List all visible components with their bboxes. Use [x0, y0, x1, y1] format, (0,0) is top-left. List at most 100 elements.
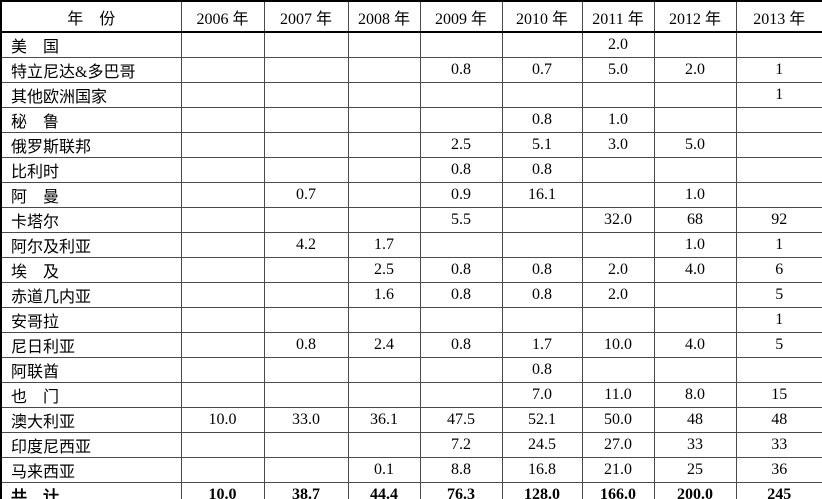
cell-value: 68	[653, 207, 737, 233]
cell-value	[263, 31, 349, 58]
cell-value	[581, 357, 655, 383]
table-row: 印度尼西亚 7.2 24.5 27.0 33 33	[0, 432, 822, 458]
table-row: 赤道几内亚 1.6 0.8 0.8 2.0 5	[0, 282, 822, 308]
cell-value	[581, 157, 655, 183]
cell-value: 0.8	[263, 332, 349, 358]
cell-value: 5.0	[653, 132, 737, 158]
cell-value: 48	[653, 407, 737, 433]
cell-value	[180, 31, 265, 58]
cell-value	[180, 232, 265, 258]
cell-value: 5.1	[501, 132, 583, 158]
cell-value	[180, 457, 265, 483]
cell-value	[347, 57, 421, 83]
cell-value: 200.0	[653, 482, 737, 499]
row-label: 阿尔及利亚	[0, 232, 182, 258]
cell-value	[180, 157, 265, 183]
year-header: 2010 年	[501, 0, 583, 33]
table-row: 阿尔及利亚 4.2 1.7 1.0 1	[0, 232, 822, 258]
row-label: 秘 鲁	[0, 107, 182, 133]
cell-value: 0.8	[501, 282, 583, 308]
cell-value: 1.0	[581, 107, 655, 133]
table-row: 尼日利亚 0.8 2.4 0.8 1.7 10.0 4.0 5	[0, 332, 822, 358]
cell-value: 32.0	[581, 207, 655, 233]
cell-value	[347, 207, 421, 233]
table-row: 澳大利亚 10.0 33.0 36.1 47.5 52.1 50.0 48 48	[0, 407, 822, 433]
table-row: 阿联酋 0.8	[0, 357, 822, 383]
cell-value: 33	[735, 432, 822, 458]
row-label: 阿联酋	[0, 357, 182, 383]
cell-value	[419, 107, 503, 133]
cell-value: 1.7	[501, 332, 583, 358]
cell-value: 92	[735, 207, 822, 233]
cell-value: 44.4	[347, 482, 421, 499]
cell-value: 0.9	[419, 182, 503, 208]
corner-header: 年 份	[0, 0, 182, 33]
cell-value	[419, 357, 503, 383]
year-header: 2006 年	[180, 0, 265, 33]
cell-value	[263, 457, 349, 483]
cell-value	[180, 357, 265, 383]
cell-value	[653, 31, 737, 58]
cell-value: 166.0	[581, 482, 655, 499]
cell-value: 2.0	[653, 57, 737, 83]
cell-value	[653, 82, 737, 108]
cell-value	[581, 182, 655, 208]
cell-value: 2.5	[419, 132, 503, 158]
cell-value	[419, 31, 503, 58]
cell-value: 128.0	[501, 482, 583, 499]
cell-value: 2.0	[581, 31, 655, 58]
table-row: 卡塔尔 5.5 32.0 68 92	[0, 207, 822, 233]
cell-value: 24.5	[501, 432, 583, 458]
cell-value	[263, 157, 349, 183]
year-header: 2013 年	[735, 0, 822, 33]
cell-value	[180, 57, 265, 83]
cell-value: 0.8	[419, 282, 503, 308]
cell-value: 4.2	[263, 232, 349, 258]
cell-value: 0.8	[501, 257, 583, 283]
cell-value: 8.8	[419, 457, 503, 483]
cell-value	[180, 257, 265, 283]
cell-value	[735, 157, 822, 183]
cell-value: 25	[653, 457, 737, 483]
cell-value: 245	[735, 482, 822, 499]
table-row: 也 门 7.0 11.0 8.0 15	[0, 382, 822, 408]
cell-value	[347, 82, 421, 108]
row-label: 马来西亚	[0, 457, 182, 483]
cell-value: 21.0	[581, 457, 655, 483]
cell-value: 4.0	[653, 332, 737, 358]
cell-value	[263, 82, 349, 108]
cell-value	[180, 282, 265, 308]
cell-value: 3.0	[581, 132, 655, 158]
cell-value	[347, 357, 421, 383]
cell-value: 1.0	[653, 182, 737, 208]
cell-value	[263, 382, 349, 408]
cell-value: 0.8	[419, 57, 503, 83]
row-label: 阿 曼	[0, 182, 182, 208]
cell-value	[180, 307, 265, 333]
cell-value: 10.0	[180, 482, 265, 499]
row-label: 澳大利亚	[0, 407, 182, 433]
cell-value: 0.8	[419, 332, 503, 358]
year-header: 2007 年	[263, 0, 349, 33]
cell-value	[501, 207, 583, 233]
cell-value: 0.8	[501, 357, 583, 383]
header-row: 年 份 2006 年 2007 年 2008 年 2009 年 2010 年 2011 年…	[0, 0, 822, 33]
cell-value: 7.0	[501, 382, 583, 408]
cell-value: 5	[735, 332, 822, 358]
cell-value: 5.0	[581, 57, 655, 83]
cell-value: 1	[735, 82, 822, 108]
cell-value: 36	[735, 457, 822, 483]
cell-value: 4.0	[653, 257, 737, 283]
cell-value: 10.0	[180, 407, 265, 433]
table-row: 特立尼达&多巴哥 0.8 0.7 5.0 2.0 1	[0, 57, 822, 83]
row-label: 印度尼西亚	[0, 432, 182, 458]
cell-value: 5.5	[419, 207, 503, 233]
cell-value: 33.0	[263, 407, 349, 433]
cell-value: 50.0	[581, 407, 655, 433]
cell-value	[581, 307, 655, 333]
total-row: 共 计 10.0 38.7 44.4 76.3 128.0 166.0 200.0 245	[0, 482, 822, 499]
cell-value: 1	[735, 307, 822, 333]
cell-value	[347, 157, 421, 183]
